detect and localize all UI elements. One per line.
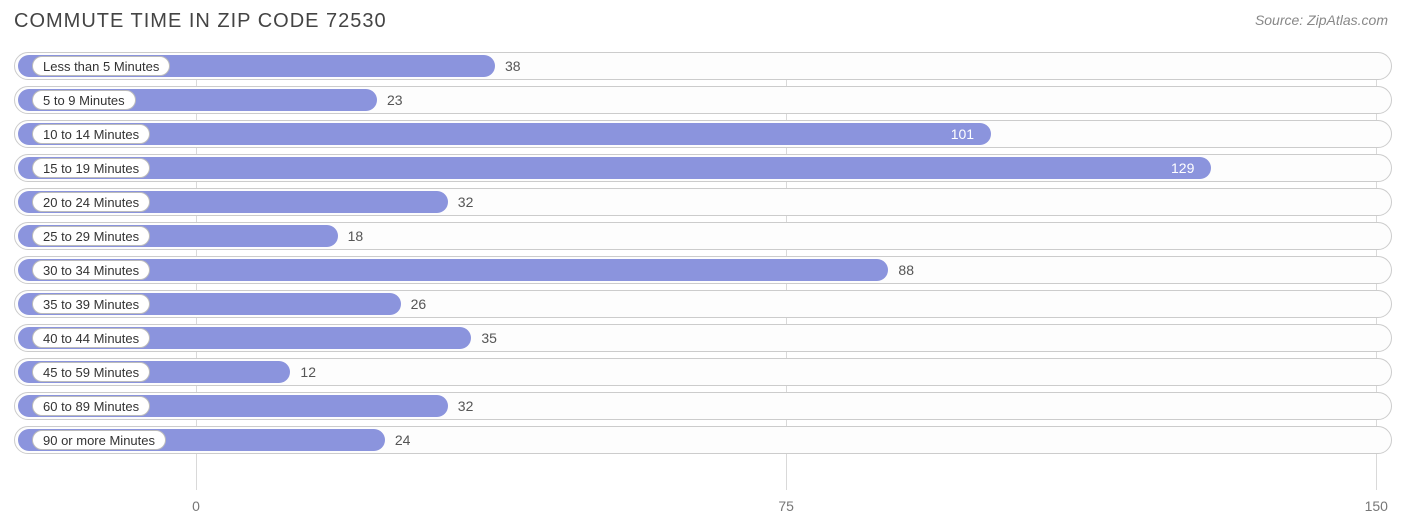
bar-row: 45 to 59 Minutes 12 [14,358,1392,386]
bar-category-label: 45 to 59 Minutes [32,362,150,382]
bar-category-label: 15 to 19 Minutes [32,158,150,178]
bar-category-label: 30 to 34 Minutes [32,260,150,280]
bar-value-label: 12 [300,358,316,386]
bar-row: 5 to 9 Minutes 23 [14,86,1392,114]
bar-value-label: 35 [481,324,497,352]
bar-value-label: 26 [411,290,427,318]
bar-value-label: 129 [1171,154,1194,182]
bar-fill [18,157,1211,179]
bar-value-label: 32 [458,392,474,420]
bar-value-label: 23 [387,86,403,114]
bar-value-label: 24 [395,426,411,454]
chart-container: COMMUTE TIME IN ZIP CODE 72530 Source: Z… [0,0,1406,524]
bar-row: Less than 5 Minutes 38 [14,52,1392,80]
bar-row: 15 to 19 Minutes 129 [14,154,1392,182]
bar-category-label: 40 to 44 Minutes [32,328,150,348]
bar-row: 10 to 14 Minutes 101 [14,120,1392,148]
bar-row: 90 or more Minutes 24 [14,426,1392,454]
bar-value-label: 32 [458,188,474,216]
bar-value-label: 88 [898,256,914,284]
chart-source: Source: ZipAtlas.com [1255,12,1388,28]
bar-row: 60 to 89 Minutes 32 [14,392,1392,420]
chart-title: COMMUTE TIME IN ZIP CODE 72530 [14,10,387,33]
bar-row: 30 to 34 Minutes 88 [14,256,1392,284]
bar-row: 40 to 44 Minutes 35 [14,324,1392,352]
x-axis-tick-label: 75 [778,498,794,514]
bar-category-label: 10 to 14 Minutes [32,124,150,144]
bar-category-label: 20 to 24 Minutes [32,192,150,212]
bar-category-label: 25 to 29 Minutes [32,226,150,246]
bar-value-label: 101 [951,120,974,148]
x-axis-tick-label: 0 [192,498,200,514]
chart-plot-area: 075150Less than 5 Minutes385 to 9 Minute… [14,52,1392,490]
bar-category-label: 35 to 39 Minutes [32,294,150,314]
bar-category-label: 60 to 89 Minutes [32,396,150,416]
bar-category-label: 90 or more Minutes [32,430,166,450]
bar-fill [18,123,991,145]
bar-category-label: Less than 5 Minutes [32,56,170,76]
bar-category-label: 5 to 9 Minutes [32,90,136,110]
bar-value-label: 38 [505,52,521,80]
x-axis-tick-label: 150 [1365,498,1388,514]
bar-value-label: 18 [348,222,364,250]
bar-row: 35 to 39 Minutes 26 [14,290,1392,318]
bar-row: 20 to 24 Minutes 32 [14,188,1392,216]
bar-row: 25 to 29 Minutes 18 [14,222,1392,250]
